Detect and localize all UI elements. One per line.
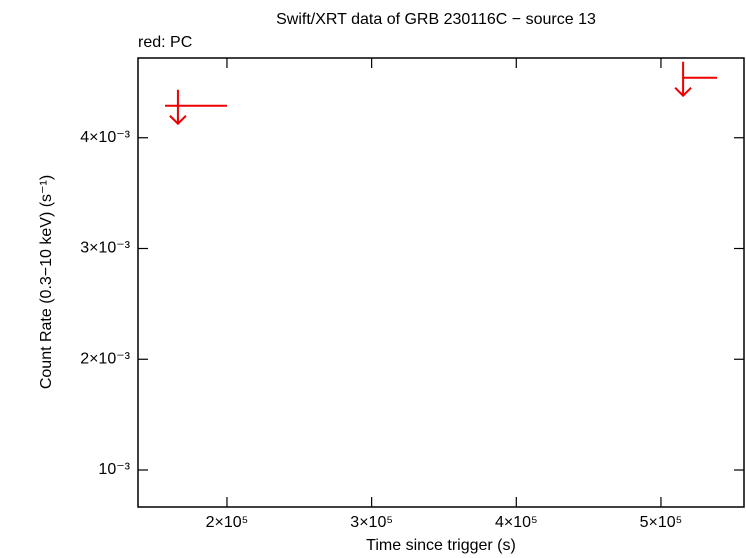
x-tick-label: 4×10⁵ (495, 514, 538, 531)
upper-limit-arrow (169, 89, 187, 126)
y-tick-label: 3×10⁻³ (80, 240, 130, 257)
chart-subtitle: red: PC (138, 34, 192, 51)
y-tick-label: 4×10⁻³ (80, 129, 130, 146)
x-tick-label: 5×10⁵ (640, 514, 683, 531)
y-axis-label: Count Rate (0.3−10 keV) (s⁻¹) (38, 175, 55, 389)
y-tick-label: 2×10⁻³ (80, 350, 130, 367)
x-axis-label: Time since trigger (s) (366, 537, 516, 554)
y-tick-label: 10⁻³ (98, 461, 130, 478)
chart-title: Swift/XRT data of GRB 230116C − source 1… (276, 11, 596, 28)
x-tick-label: 2×10⁵ (206, 514, 249, 531)
plot-frame (137, 57, 745, 508)
x-tick-label: 3×10⁵ (350, 514, 393, 531)
upper-limit-arrow (674, 61, 692, 98)
